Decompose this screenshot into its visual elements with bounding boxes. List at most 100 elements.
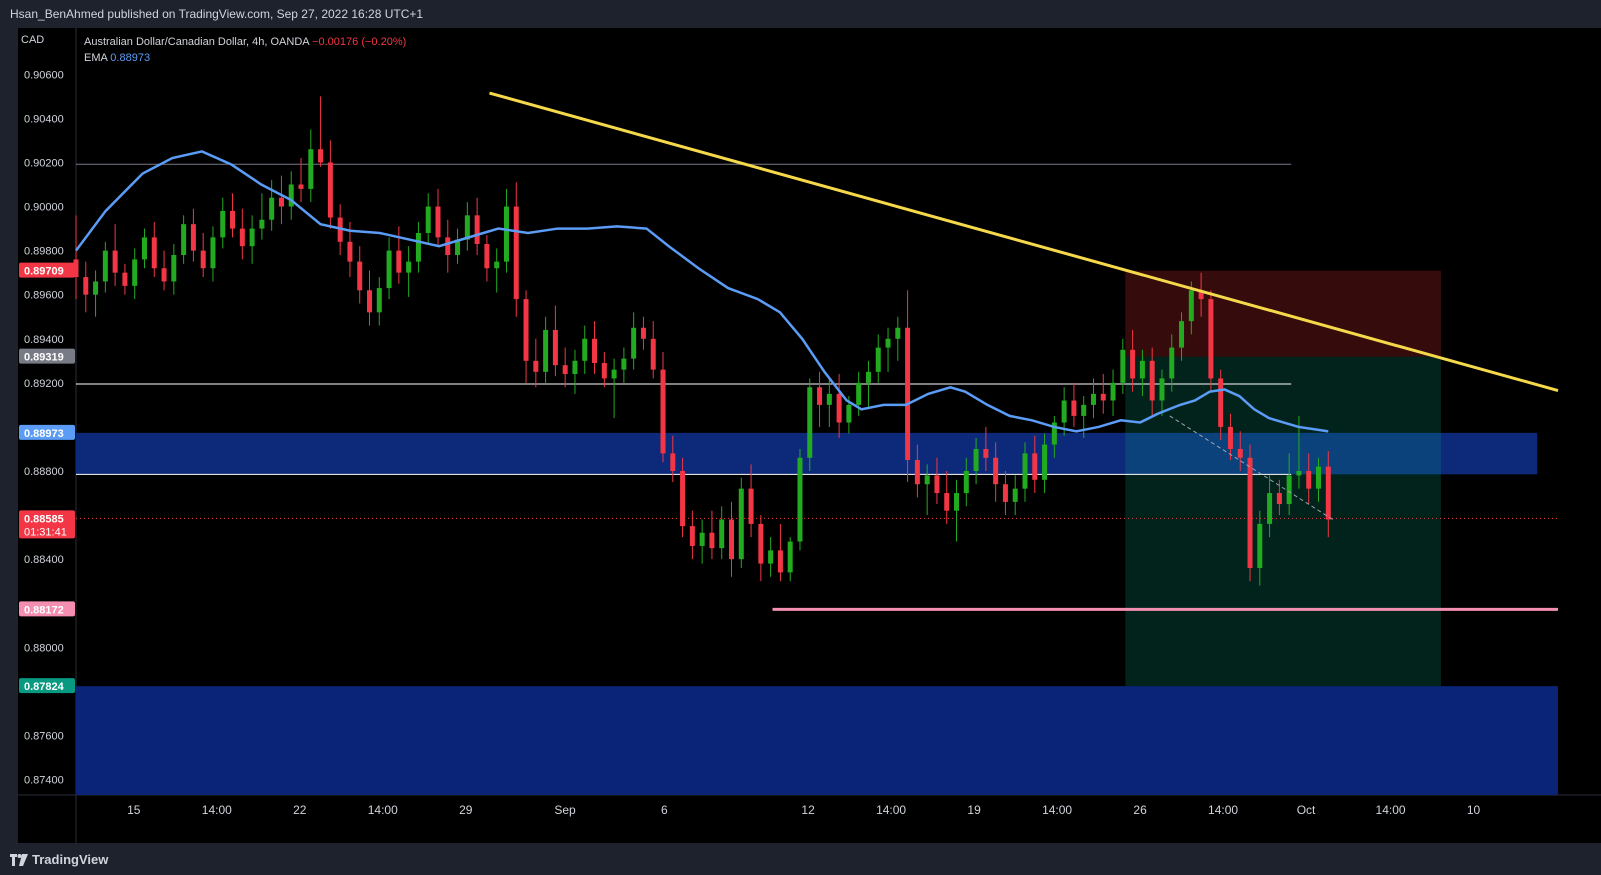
candle-body[interactable] [200,250,206,269]
candle-body[interactable] [513,206,519,300]
candle-body[interactable] [151,237,157,269]
candle-body[interactable] [1188,290,1194,322]
candle-body[interactable] [308,149,314,189]
candle-body[interactable] [582,338,588,361]
candle-body[interactable] [846,404,852,423]
candle-body[interactable] [122,272,128,286]
candle-body[interactable] [1198,290,1204,300]
candle-body[interactable] [699,532,705,546]
candle-body[interactable] [787,541,793,573]
candle-body[interactable] [562,365,568,375]
candle-body[interactable] [826,393,832,405]
candle-body[interactable] [494,261,500,269]
candle-body[interactable] [269,197,275,220]
candle-body[interactable] [1042,444,1048,480]
candle-body[interactable] [1081,404,1087,416]
candle-body[interactable] [455,239,461,256]
candle-body[interactable] [406,261,412,273]
candle-body[interactable] [259,219,265,229]
candle-body[interactable] [367,290,373,313]
candle-body[interactable] [680,471,686,527]
candle-body[interactable] [1159,378,1165,401]
candle-body[interactable] [650,338,656,370]
candle-body[interactable] [503,206,509,262]
candle-body[interactable] [230,210,236,229]
candle-body[interactable] [885,338,891,348]
candle-body[interactable] [621,358,627,370]
candle-body[interactable] [1120,349,1126,383]
candle-body[interactable] [1061,400,1067,423]
candle-body[interactable] [318,149,324,163]
candle-body[interactable] [631,327,637,359]
candle-body[interactable] [1237,448,1243,458]
tradingview-logo[interactable]: TradingView [10,852,108,867]
candle-body[interactable] [934,475,940,494]
candle-body[interactable] [601,363,607,379]
candle-body[interactable] [1071,400,1077,416]
candle-body[interactable] [875,347,881,372]
candle-body[interactable] [963,471,969,494]
candle-body[interactable] [660,369,666,454]
candle-body[interactable] [543,329,549,372]
candle-body[interactable] [239,228,245,247]
candle-body[interactable] [797,457,803,542]
candle-body[interactable] [249,228,255,247]
candle-body[interactable] [758,523,764,564]
candle-body[interactable] [768,550,774,564]
candle-body[interactable] [1227,426,1233,449]
candle-body[interactable] [533,360,539,372]
candle-body[interactable] [1316,466,1322,489]
candle-body[interactable] [1179,321,1185,348]
candle-body[interactable] [719,519,725,549]
candle-body[interactable] [993,457,999,485]
candle-body[interactable] [376,288,382,313]
candle-body[interactable] [1032,453,1038,480]
candle-body[interactable] [777,550,783,573]
candle-body[interactable] [445,237,451,256]
candle-body[interactable] [738,488,744,560]
candle-body[interactable] [83,277,89,295]
candle-body[interactable] [425,206,431,233]
candle-body[interactable] [709,532,715,549]
candle-body[interactable] [1267,493,1273,524]
candle-body[interactable] [689,526,695,546]
candle-body[interactable] [484,243,490,269]
candle-body[interactable] [464,215,470,240]
candle-body[interactable] [1012,488,1018,502]
candle-body[interactable] [1257,523,1263,568]
candle-body[interactable] [836,393,842,423]
candle-body[interactable] [1169,347,1175,379]
candle-body[interactable] [905,327,911,460]
candle-body[interactable] [141,237,147,260]
candle-body[interactable] [210,237,216,269]
candle-body[interactable] [171,255,177,282]
candle-body[interactable] [1296,471,1302,476]
candle-body[interactable] [924,475,930,485]
candle-body[interactable] [220,210,226,238]
candle-body[interactable] [1130,349,1136,379]
candle-body[interactable] [1149,360,1155,401]
candle-body[interactable] [728,519,734,560]
candle-body[interactable] [895,327,901,339]
candle-body[interactable] [807,387,813,458]
candle-body[interactable] [914,459,920,485]
candle-body[interactable] [983,448,989,458]
chart-area[interactable]: 0.90600 0.90400 0.90200 0.90000 0.89800 0.896… [18,28,1601,843]
candle-body[interactable] [181,224,187,256]
candle-body[interactable] [856,382,862,405]
candle-body[interactable] [386,250,392,289]
yellow-trendline[interactable] [489,91,1559,393]
candle-body[interactable] [865,371,871,383]
candle-body[interactable] [357,261,363,291]
candle-body[interactable] [592,338,598,364]
candle-body[interactable] [1090,393,1096,405]
candle-body[interactable] [611,369,617,379]
candle-body[interactable] [327,162,333,218]
candle-body[interactable] [640,327,646,339]
candlestick-chart[interactable]: 0.90600 0.90400 0.90200 0.90000 0.89800 0.896… [18,28,1601,843]
candle-body[interactable] [572,360,578,375]
candle-body[interactable] [1276,493,1282,505]
candle-body[interactable] [1208,299,1214,379]
candle-body[interactable] [1139,360,1145,379]
candle-body[interactable] [415,232,421,262]
